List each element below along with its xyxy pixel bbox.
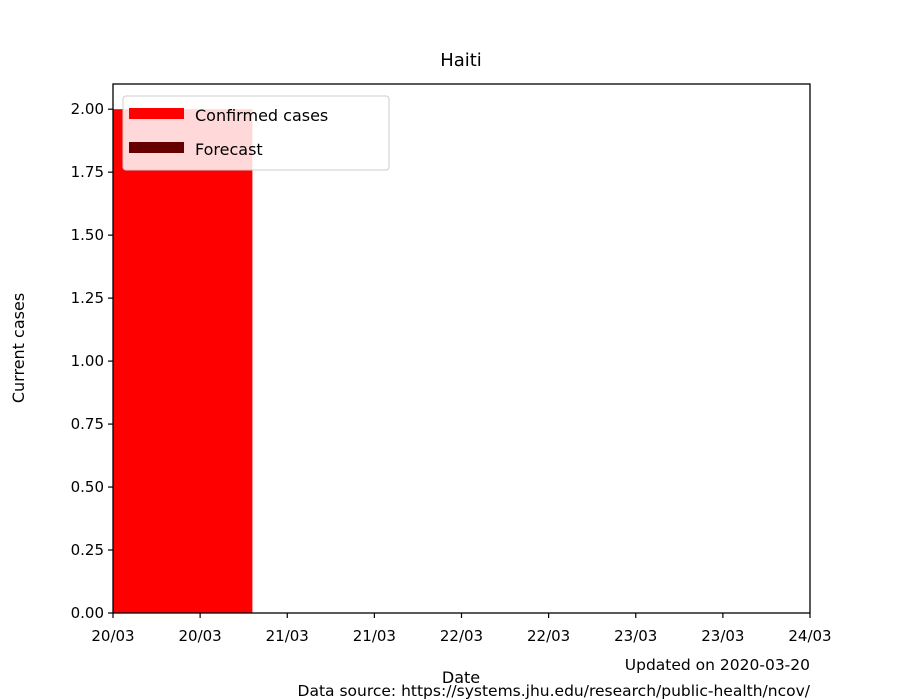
bars-layer xyxy=(113,109,253,613)
y-tick-label: 2.00 xyxy=(71,100,104,118)
bar-0-0 xyxy=(113,109,253,613)
y-tick-label: 0.75 xyxy=(71,415,104,433)
x-tick-label: 23/03 xyxy=(614,627,657,645)
legend-swatch-forecast xyxy=(129,142,184,153)
y-tick-label: 0.25 xyxy=(71,541,104,559)
x-tick-label: 21/03 xyxy=(353,627,396,645)
data-source-note: Data source: https://systems.jhu.edu/res… xyxy=(298,682,811,700)
x-tick-label: 20/03 xyxy=(91,627,134,645)
legend: Confirmed cases Forecast xyxy=(122,95,390,171)
y-tick-label: 1.25 xyxy=(71,289,104,307)
legend-label-forecast: Forecast xyxy=(195,140,263,159)
y-tick-label: 1.75 xyxy=(71,163,104,181)
x-tick-label: 22/03 xyxy=(527,627,570,645)
x-axis: 20/03 20/03 21/03 21/03 22/03 22/03 23/03 23/03… xyxy=(91,613,832,645)
x-tick-label: 22/03 xyxy=(440,627,483,645)
x-tick-label: 20/03 xyxy=(179,627,222,645)
x-axis-label: Date xyxy=(442,668,480,687)
y-axis: 0.00 0.25 0.50 0.75 1.00 1.25 1.50 1.75 2.00 xyxy=(71,100,113,622)
legend-label-confirmed: Confirmed cases xyxy=(195,106,328,125)
y-axis-label: Current cases xyxy=(9,293,28,403)
y-tick-label: 1.50 xyxy=(71,226,104,244)
x-tick-label: 24/03 xyxy=(788,627,831,645)
y-tick-label: 1.00 xyxy=(71,352,104,370)
chart-title: Haiti xyxy=(440,50,482,71)
x-tick-label: 21/03 xyxy=(266,627,309,645)
y-tick-label: 0.50 xyxy=(71,478,104,496)
y-tick-label: 0.00 xyxy=(71,604,104,622)
legend-swatch-confirmed xyxy=(129,108,184,119)
updated-note: Updated on 2020-03-20 xyxy=(625,656,810,674)
legend-box xyxy=(122,95,390,171)
x-tick-label: 23/03 xyxy=(701,627,744,645)
